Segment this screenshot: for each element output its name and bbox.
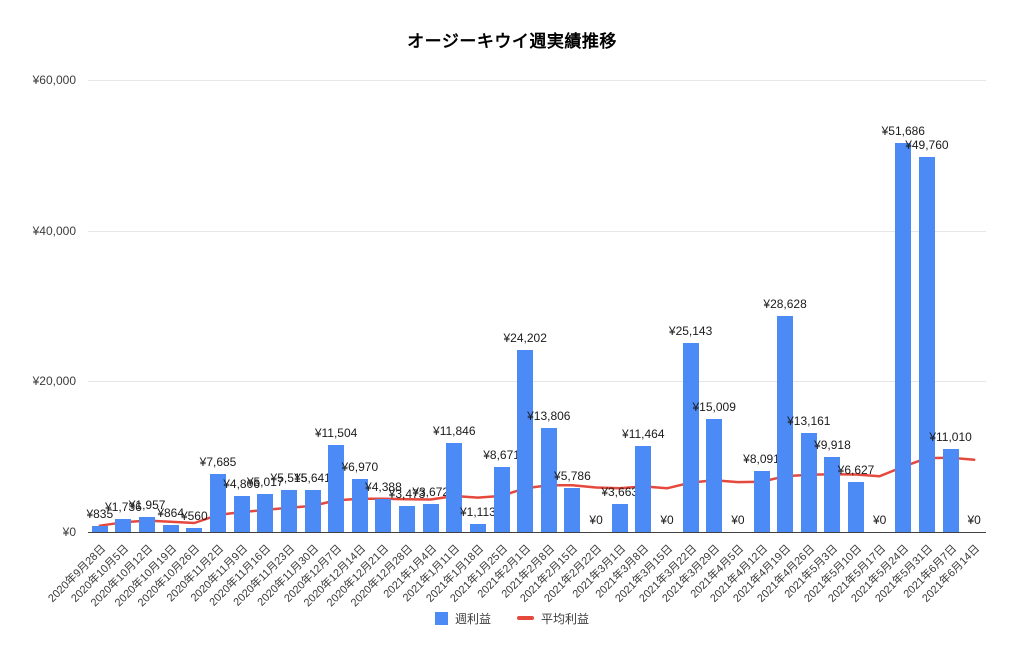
bar-weekly-profit[interactable] xyxy=(351,479,368,532)
legend-item-weekly-profit: 週利益 xyxy=(434,610,491,627)
bar-value-label: ¥11,010 xyxy=(929,430,972,444)
bar-value-label: ¥11,504 xyxy=(314,426,358,440)
y-axis-label: ¥20,000 xyxy=(32,374,76,389)
bar-weekly-profit[interactable] xyxy=(611,504,628,532)
bar-weekly-profit[interactable] xyxy=(540,428,557,532)
bar-weekly-profit[interactable] xyxy=(800,433,817,532)
bar-weekly-profit[interactable] xyxy=(682,343,699,532)
y-axis-label: ¥0 xyxy=(62,525,76,539)
bar-value-label: ¥0 xyxy=(967,513,981,527)
bar-weekly-profit[interactable] xyxy=(257,494,274,532)
bar-weekly-profit[interactable] xyxy=(139,517,156,532)
bar-weekly-profit[interactable] xyxy=(328,445,345,532)
bar-value-label: ¥0 xyxy=(731,513,745,527)
legend: 週利益 平均利益 xyxy=(0,609,1024,627)
bar-weekly-profit[interactable] xyxy=(115,519,132,532)
bar-value-label: ¥51,686 xyxy=(881,124,925,138)
bar-weekly-profit[interactable] xyxy=(469,524,486,532)
bar-weekly-profit[interactable] xyxy=(399,506,415,532)
y-axis-label: ¥60,000 xyxy=(32,73,76,87)
bar-value-label: ¥13,806 xyxy=(527,409,571,423)
bar-weekly-profit[interactable] xyxy=(233,496,250,532)
bar-value-label: ¥4,806 xyxy=(223,477,260,491)
bar-value-label: ¥1,736 xyxy=(105,500,142,514)
bar-weekly-profit[interactable] xyxy=(777,316,794,532)
bar-value-label: ¥3,672 xyxy=(412,485,450,499)
bar-value-label: ¥6,627 xyxy=(837,463,875,477)
legend-line-label: 平均利益 xyxy=(541,611,590,626)
bar-weekly-profit[interactable] xyxy=(635,446,652,532)
gridline xyxy=(88,230,986,232)
bar-weekly-profit[interactable] xyxy=(446,443,463,532)
bar-value-label: ¥8,671 xyxy=(483,448,520,462)
bar-weekly-profit[interactable] xyxy=(162,525,179,532)
bar-value-label: ¥11,464 xyxy=(622,427,665,441)
bar-weekly-profit[interactable] xyxy=(493,467,510,532)
bar-weekly-profit[interactable] xyxy=(942,449,959,532)
bar-weekly-profit[interactable] xyxy=(895,143,912,532)
bar-value-label: ¥7,685 xyxy=(199,455,237,469)
bar-value-label: ¥1,957 xyxy=(128,498,166,512)
bar-weekly-profit[interactable] xyxy=(824,457,841,532)
legend-line-swatch-icon xyxy=(517,616,534,620)
gridline xyxy=(88,80,986,81)
bar-value-label: ¥5,017 xyxy=(246,475,284,489)
bar-weekly-profit[interactable] xyxy=(517,350,534,532)
bar-weekly-profit[interactable] xyxy=(848,482,864,532)
bar-weekly-profit[interactable] xyxy=(422,504,439,532)
y-axis-label: ¥40,000 xyxy=(32,223,76,238)
bar-value-label: ¥5,786 xyxy=(554,469,591,483)
bar-value-label: ¥560 xyxy=(180,509,208,523)
bar-value-label: ¥9,918 xyxy=(814,438,851,452)
bar-value-label: ¥835 xyxy=(86,507,114,521)
bar-weekly-profit[interactable] xyxy=(304,490,321,532)
bar-value-label: ¥11,846 xyxy=(433,424,476,438)
bar-value-label: ¥6,970 xyxy=(341,460,379,474)
bar-value-label: ¥0 xyxy=(660,513,674,527)
bar-value-label: ¥864 xyxy=(157,506,185,520)
bar-weekly-profit[interactable] xyxy=(564,488,581,532)
bar-value-label: ¥5,515 xyxy=(270,471,308,485)
bar-value-label: ¥24,202 xyxy=(503,331,547,345)
legend-bar-swatch-icon xyxy=(434,611,448,625)
bar-value-label: ¥8,091 xyxy=(743,452,780,466)
chart-title: オージーキウイ週実績推移 xyxy=(407,32,617,51)
bar-value-label: ¥13,161 xyxy=(787,414,831,428)
legend-item-average-profit: 平均利益 xyxy=(517,610,589,627)
bar-value-label: ¥4,388 xyxy=(365,480,402,494)
bar-value-label: ¥3,663 xyxy=(601,485,639,499)
bar-weekly-profit[interactable] xyxy=(91,526,108,532)
bar-value-label: ¥1,113 xyxy=(459,505,496,519)
bar-value-label: ¥5,641 xyxy=(294,471,331,485)
bar-value-label: ¥0 xyxy=(589,513,603,527)
legend-bar-label: 週利益 xyxy=(454,611,491,626)
bar-weekly-profit[interactable] xyxy=(375,499,392,532)
bar-value-label: ¥0 xyxy=(873,513,887,527)
bar-weekly-profit[interactable] xyxy=(918,157,935,532)
bar-weekly-profit[interactable] xyxy=(706,419,723,532)
bar-weekly-profit[interactable] xyxy=(186,528,203,532)
bar-value-label: ¥28,628 xyxy=(763,297,807,311)
plot-area: ¥835 ¥1,736 ¥1,957 ¥864 ¥560 ¥7,685 ¥4,806 ¥5,0… xyxy=(86,80,986,533)
bar-value-label: ¥3,473 xyxy=(388,487,426,501)
bar-weekly-profit[interactable] xyxy=(280,490,297,532)
bar-weekly-profit[interactable] xyxy=(753,471,770,532)
gridline xyxy=(88,381,986,383)
bar-weekly-profit[interactable] xyxy=(210,474,226,532)
bar-value-label: ¥25,143 xyxy=(668,324,713,338)
bar-value-label: ¥15,009 xyxy=(692,400,736,414)
bar-value-label: ¥49,760 xyxy=(905,138,949,152)
